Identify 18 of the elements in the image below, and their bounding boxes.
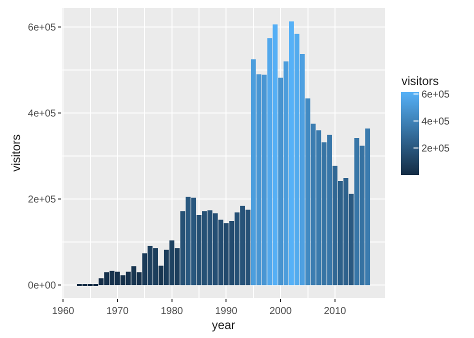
y-tick-label: 4e+05 [28, 108, 56, 120]
x-tick-label: 1960 [52, 306, 75, 317]
color-bar-label: 4e+05 [422, 116, 450, 128]
y-tick-label: 0e+00 [28, 280, 56, 292]
color-bar-title: visitors [401, 74, 439, 88]
color-bar-label: 2e+05 [422, 144, 450, 155]
y-axis-title: visitors [9, 134, 24, 172]
bar [305, 98, 310, 286]
x-tick-label: 2010 [324, 306, 347, 317]
bar [300, 54, 305, 286]
color-bar-label: 6e+05 [422, 89, 450, 100]
x-tick-label: 1980 [160, 306, 184, 317]
y-tick-label: 6e+05 [28, 22, 56, 34]
y-tick-label: 2e+05 [28, 194, 56, 206]
x-tick-label: 2000 [269, 306, 292, 317]
x-tick-label: 1990 [215, 306, 238, 317]
x-tick-label: 1970 [106, 306, 130, 317]
x-axis-title: year [212, 318, 236, 332]
